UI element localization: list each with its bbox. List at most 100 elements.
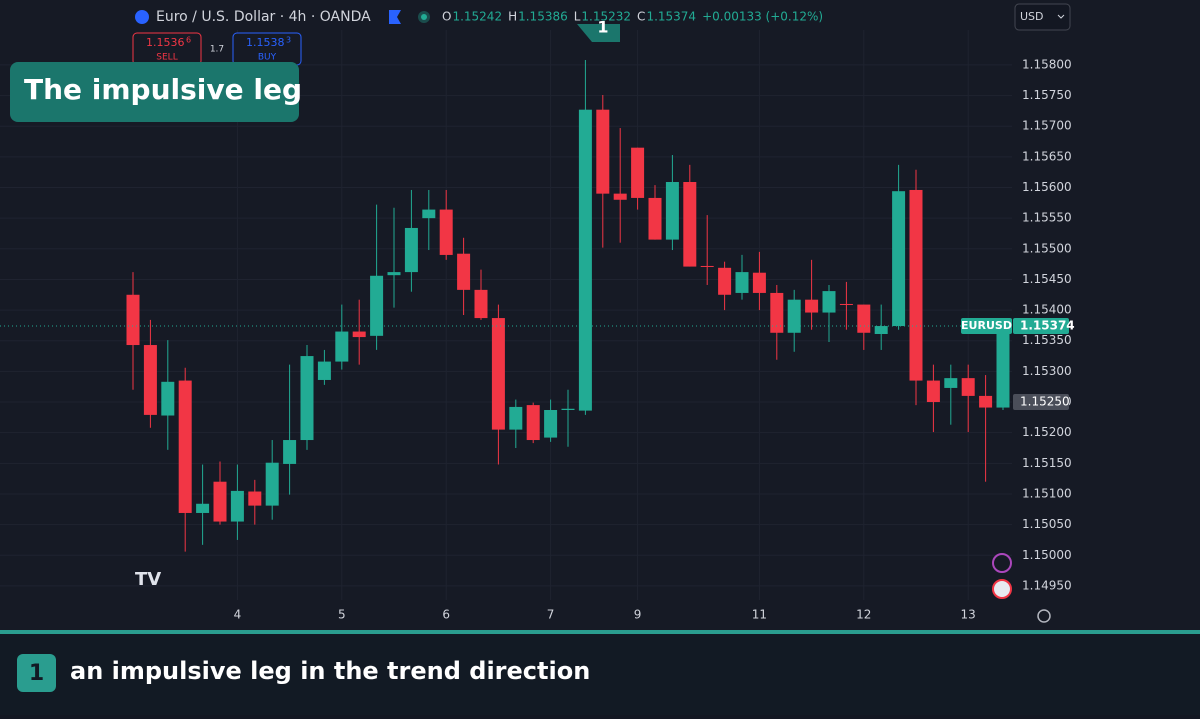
symbol-title[interactable]: Euro / U.S. Dollar · 4h · OANDA	[156, 9, 371, 25]
candle-body	[352, 331, 366, 338]
last-price-label: 1.15374	[1020, 319, 1075, 333]
y-tick-label: 1.15150	[1022, 456, 1072, 470]
candle-body	[770, 292, 784, 333]
x-tick-label: 12	[856, 608, 871, 622]
ohlc-key: H	[508, 10, 517, 24]
y-tick-label: 1.15450	[1022, 272, 1072, 286]
candle-body	[805, 299, 819, 313]
candle-body	[544, 410, 558, 438]
y-tick-label: 1.15600	[1022, 180, 1072, 194]
y-tick-label: 1.14950	[1022, 578, 1072, 592]
y-tick-label: 1.15700	[1022, 119, 1072, 133]
candle-body	[439, 209, 453, 255]
y-tick-label: 1.15200	[1022, 425, 1072, 439]
x-tick-label: 6	[442, 608, 450, 622]
candle-body	[822, 291, 836, 313]
spread: 1.7	[210, 45, 224, 55]
tv-logo: TV	[135, 569, 161, 590]
candle-body	[561, 408, 575, 410]
currency-select[interactable]	[1014, 3, 1071, 31]
events-icon[interactable]	[992, 553, 1012, 573]
candle-body	[317, 361, 331, 380]
candle-body	[718, 267, 732, 295]
economic-icon[interactable]	[992, 579, 1012, 599]
ohlc-key: O	[442, 10, 451, 24]
candle-body	[491, 318, 505, 430]
y-tick-label: 1.15050	[1022, 517, 1072, 531]
y-tick-label: 1.15100	[1022, 486, 1072, 500]
candle-body	[648, 197, 662, 240]
symbol-tag: EURUSD	[961, 319, 1012, 332]
candle-body	[300, 356, 314, 441]
candle-body	[787, 299, 801, 333]
candle-body	[422, 209, 436, 219]
candle-body	[526, 405, 540, 441]
candle-body	[926, 380, 940, 403]
buy-pip: 3	[286, 36, 291, 45]
x-tick-label: 13	[961, 608, 976, 622]
marker-badge	[577, 24, 620, 42]
y-tick-label: 1.15000	[1022, 548, 1072, 562]
candle-body	[143, 345, 157, 415]
candle-body	[909, 189, 923, 381]
candle-body	[979, 395, 993, 408]
candle-body	[248, 491, 262, 506]
candle-body	[265, 462, 279, 506]
x-tick-label: 7	[547, 608, 555, 622]
marker-price-label: 1.15250	[1020, 395, 1070, 409]
y-tick-label: 1.15750	[1022, 88, 1072, 102]
x-tick-label: 9	[634, 608, 642, 622]
caption-number: 1	[29, 661, 44, 686]
candle-body	[474, 289, 488, 319]
candle-body	[126, 294, 140, 346]
y-tick-label: 1.15800	[1022, 57, 1072, 71]
last-price-box	[1013, 318, 1069, 335]
y-tick-label: 1.15650	[1022, 149, 1072, 163]
candle-body	[752, 272, 766, 293]
dropdown-arrow	[1057, 14, 1065, 19]
candle-body	[335, 331, 349, 362]
candle-body	[213, 481, 227, 522]
marker-number: 1	[597, 18, 608, 37]
candle-body	[178, 380, 192, 513]
candle-body	[613, 193, 627, 200]
candle-body	[457, 253, 471, 290]
candle-body	[283, 440, 297, 464]
ohlc-value: 1.15242	[452, 10, 502, 24]
ohlc-key: C	[637, 10, 645, 24]
candle-body	[509, 406, 523, 430]
candle-body	[892, 191, 906, 327]
candle-body	[874, 326, 888, 334]
x-tick-label: 11	[752, 608, 767, 622]
candle-body	[230, 490, 244, 522]
y-tick-label: 1.15350	[1022, 333, 1072, 347]
candle-body	[196, 503, 210, 513]
annotation-box	[10, 62, 299, 122]
ohlc-value: 1.15232	[581, 10, 631, 24]
candle-body	[161, 381, 175, 416]
symbol-tag-box	[961, 318, 1012, 335]
candle-body	[578, 109, 592, 411]
sell-label: SELL	[156, 53, 177, 63]
change: +0.00133 (+0.12%)	[702, 10, 823, 24]
candle-body	[665, 182, 679, 240]
y-tick-label: 1.15500	[1022, 241, 1072, 255]
candle-body	[370, 275, 384, 336]
settings-icon[interactable]	[1037, 609, 1051, 623]
candle-body	[839, 303, 853, 305]
currency-label: USD	[1020, 10, 1044, 23]
y-tick-label: 1.15400	[1022, 303, 1072, 317]
buy-price: 1.1538	[246, 36, 285, 49]
candle-body	[857, 304, 871, 333]
y-tick-label: 1.15550	[1022, 211, 1072, 225]
flag-icon[interactable]	[389, 10, 401, 24]
symbol-icon	[135, 10, 149, 24]
candle-body	[961, 378, 975, 396]
caption-text: an impulsive leg in the trend direction	[70, 657, 590, 685]
candle-body	[683, 182, 697, 267]
candle-body	[631, 147, 645, 198]
ohlc-value: 1.15386	[518, 10, 568, 24]
x-tick-label: 5	[338, 608, 346, 622]
candle-body	[700, 265, 714, 267]
